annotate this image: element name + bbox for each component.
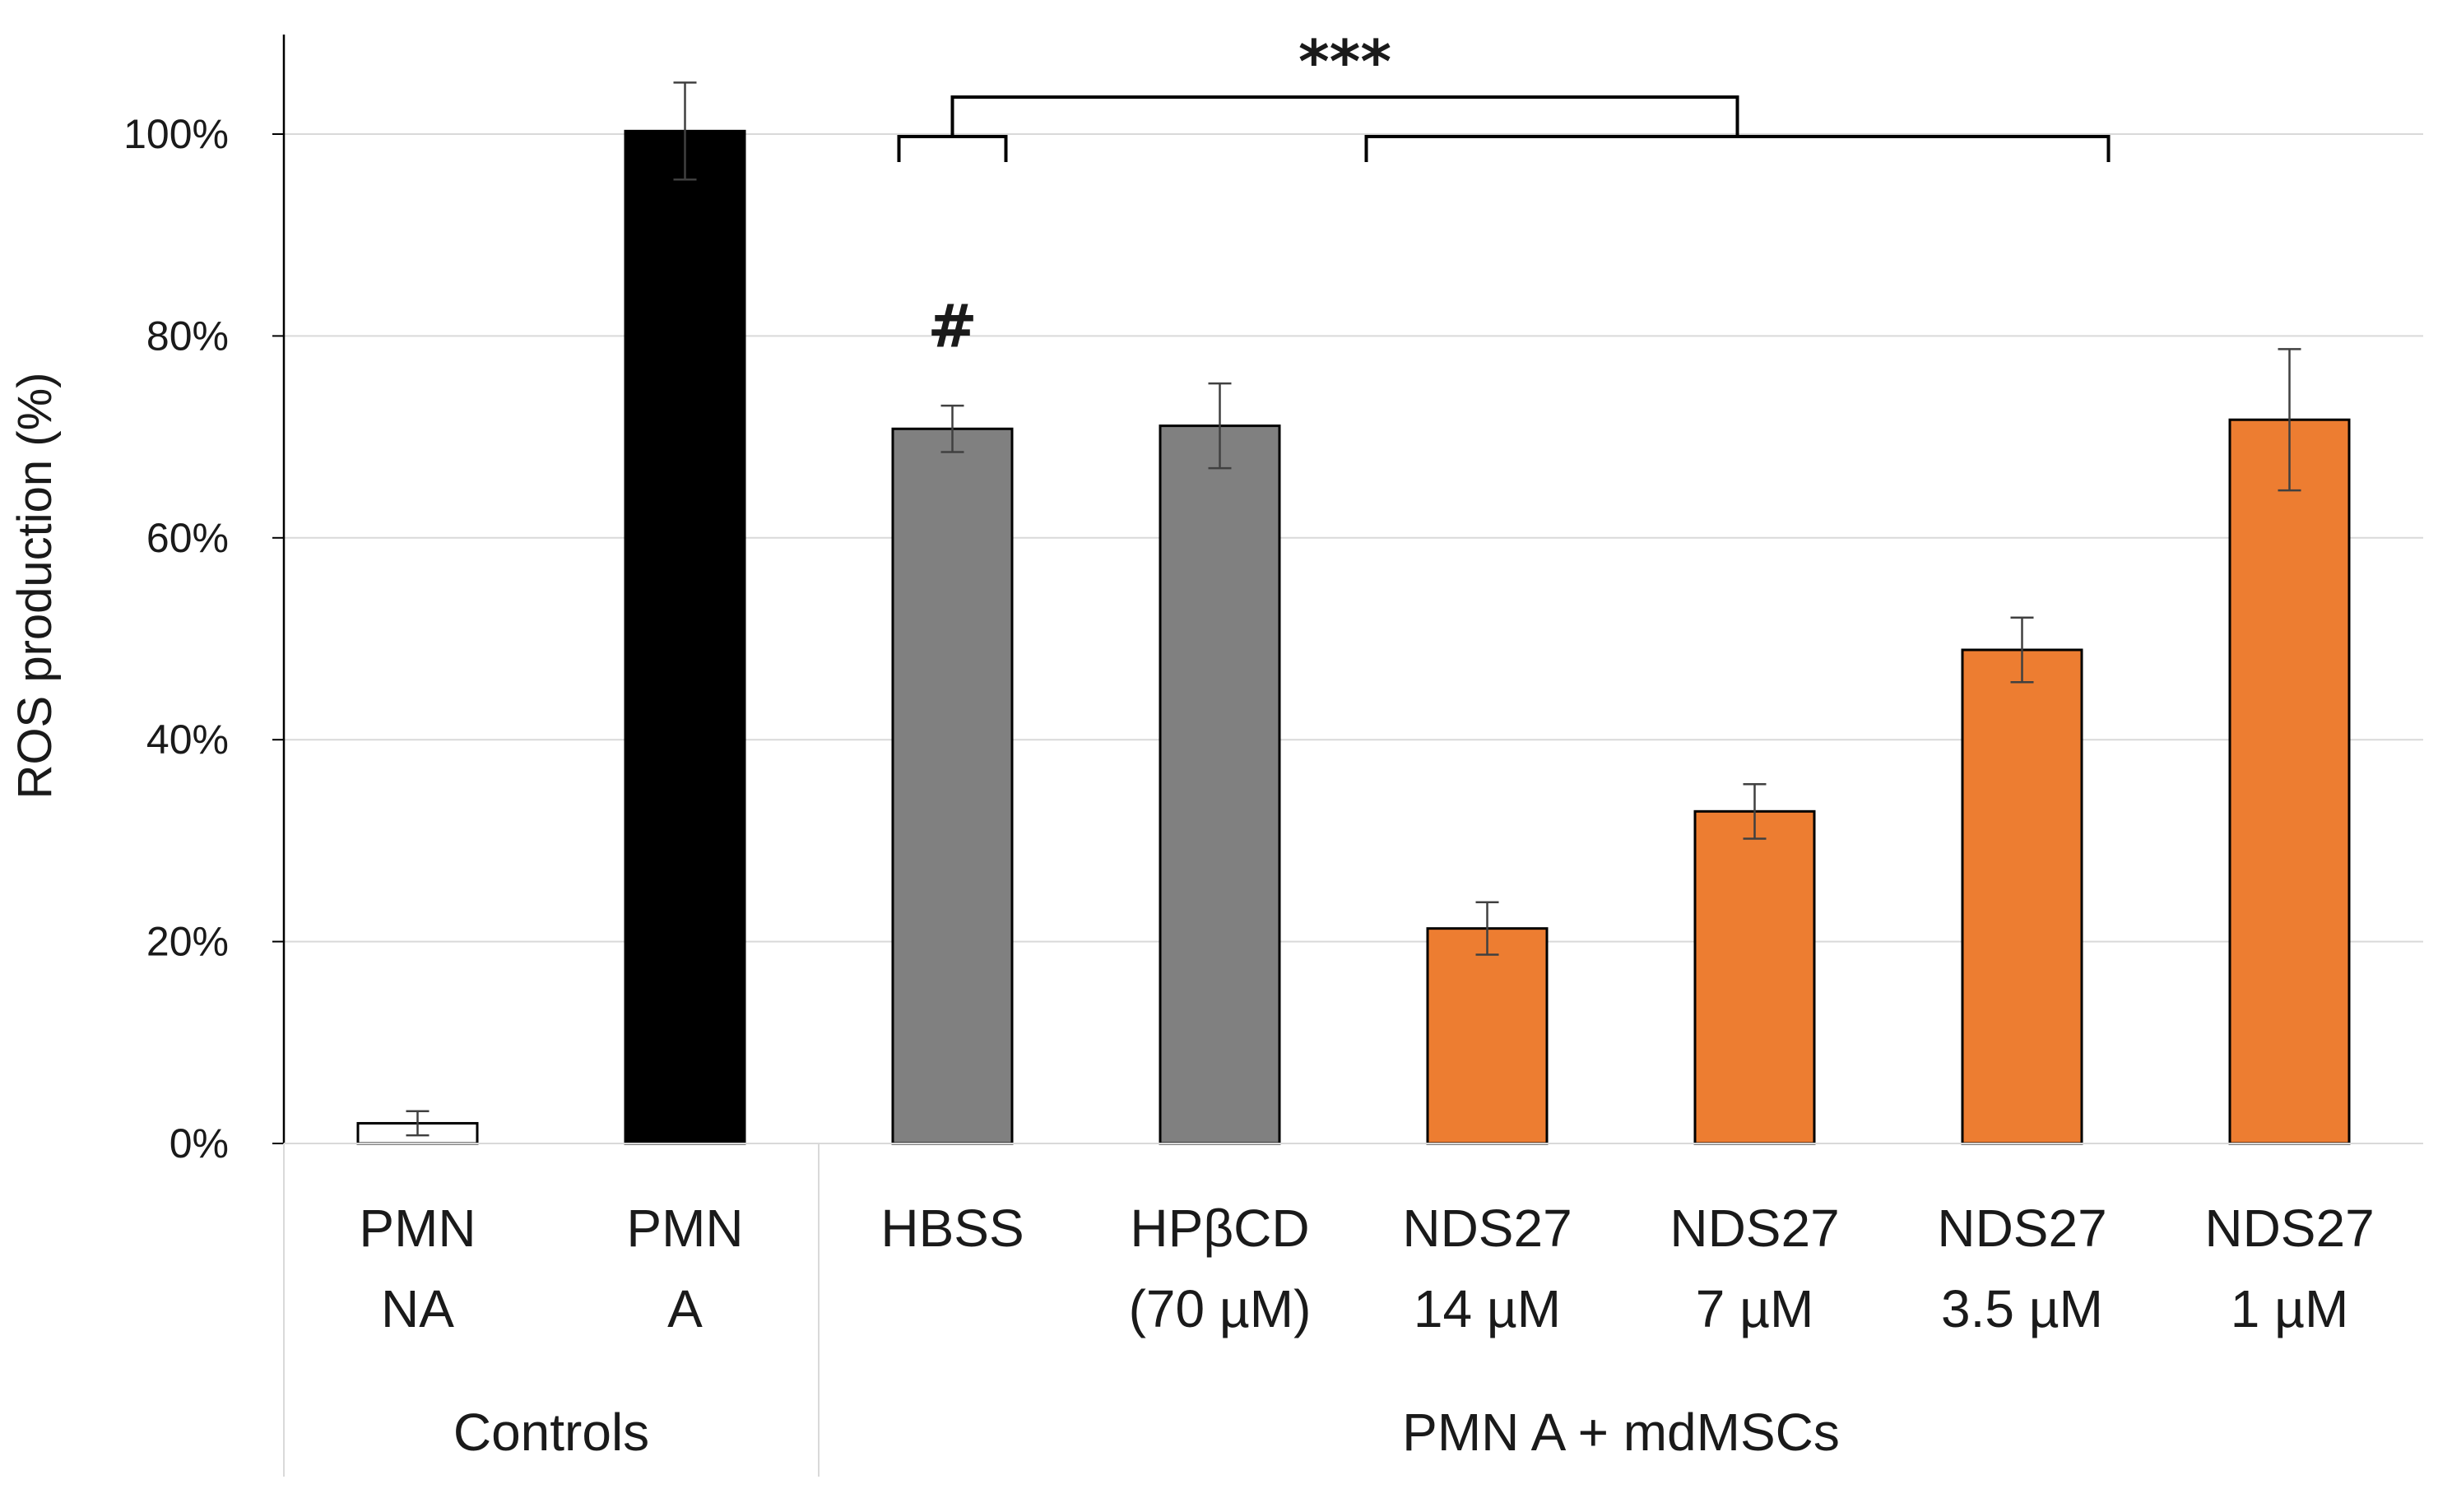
category-label: PMN: [626, 1199, 743, 1258]
significance-bracket: [897, 135, 1008, 162]
bar: [1426, 927, 1549, 1145]
significance-bracket-top: [950, 95, 1739, 137]
category-label: 1 µM: [2231, 1279, 2349, 1338]
category-label: PMN: [359, 1199, 476, 1258]
category-label: HBSS: [880, 1199, 1024, 1258]
category-label: NDS27: [1669, 1199, 1839, 1258]
axes: [272, 35, 2423, 1477]
significance-stars: ***: [1298, 27, 1391, 96]
annotations: # ***: [897, 27, 2111, 360]
y-axis-title: ROS production (%): [8, 373, 62, 800]
group-label: Controls: [453, 1403, 649, 1462]
category-label: 14 µM: [1414, 1279, 1561, 1338]
gridlines: [284, 133, 2423, 943]
y-tick-label: 100%: [123, 111, 229, 157]
y-tick-label: 80%: [146, 313, 229, 359]
category-label: HPβCD: [1130, 1199, 1309, 1258]
labels: 0% 20% 40% 60% 80% 100% PMN NA PMN A HBSS HPβCD (70 …: [123, 111, 2375, 1462]
category-label: NDS27: [2204, 1199, 2374, 1258]
bar: [2228, 418, 2351, 1145]
bar: [1159, 424, 1281, 1145]
bar: [891, 427, 1014, 1145]
bar: [1693, 809, 1816, 1145]
category-label: NDS27: [1402, 1199, 1572, 1258]
y-tick-label: 0%: [169, 1120, 229, 1166]
category-label: A: [667, 1279, 703, 1338]
category-label: NDS27: [1937, 1199, 2106, 1258]
bar: [624, 129, 746, 1145]
category-label: (70 µM): [1129, 1279, 1312, 1338]
group-label: PMN A + mdMSCs: [1402, 1403, 1840, 1462]
category-label: NA: [381, 1279, 454, 1338]
y-tick-label: 60%: [146, 515, 229, 561]
y-tick-label: 40%: [146, 717, 229, 763]
significance-bracket: [1364, 135, 2111, 162]
category-label: 7 µM: [1696, 1279, 1814, 1338]
bars: [356, 81, 2351, 1145]
bar: [1961, 648, 2083, 1145]
hash-annotation: #: [927, 291, 977, 360]
category-label: 3.5 µM: [1941, 1279, 2103, 1338]
y-tick-label: 20%: [146, 919, 229, 965]
